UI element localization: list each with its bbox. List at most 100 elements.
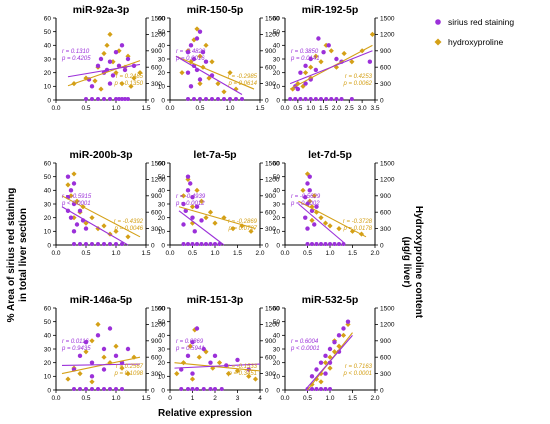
hydroxyproline-point — [101, 50, 107, 57]
sirius-point — [336, 333, 342, 338]
right-tick-label: 0 — [380, 242, 384, 249]
sirius-r-value: r = -0.4939 — [176, 194, 206, 200]
hydroxyproline-point — [215, 81, 221, 87]
legend: sirius red staining hydroxyproline — [434, 17, 514, 47]
left-tick-label: 40 — [158, 43, 166, 50]
left-tick-label: 10 — [44, 84, 52, 91]
sirius-point — [125, 56, 131, 62]
sirius-point — [72, 387, 76, 391]
right-tick-label: 0 — [265, 97, 269, 104]
hydroxyproline-point — [252, 376, 259, 382]
sirius-point — [186, 387, 190, 391]
left-tick-label: 50 — [44, 319, 52, 326]
sirius-point — [316, 36, 321, 41]
right-tick-label: 0 — [151, 242, 155, 249]
sirius-point — [108, 242, 112, 246]
hydroxyproline-point — [225, 371, 232, 377]
x-tick-label: 0.5 — [293, 105, 302, 112]
hydroxyproline-point — [187, 343, 193, 349]
hydroxyproline-point — [308, 64, 314, 70]
hydroxyproline-point — [203, 42, 209, 48]
sirius-point — [83, 339, 89, 345]
sirius-point — [110, 73, 116, 78]
legend-marker-hydro — [434, 38, 442, 46]
sirius-point — [318, 360, 324, 365]
sirius-point — [219, 387, 224, 391]
scatter-panel: let-7d-5p0102030405060030060090012001500… — [273, 149, 395, 257]
hydro-p-value: p = 0.0046 — [113, 226, 143, 232]
left-tick-label: 50 — [273, 29, 281, 36]
sirius-point — [107, 326, 113, 331]
sirius-point — [204, 242, 208, 246]
x-tick-label: 1.0 — [210, 250, 219, 257]
sirius-point — [113, 353, 119, 359]
hydroxyproline-fit-line — [67, 60, 141, 87]
right-tick-label: 0 — [151, 387, 155, 394]
x-tick-label: 1.5 — [141, 105, 150, 112]
hydroxyproline-point — [89, 379, 95, 385]
sirius-point — [321, 49, 326, 55]
panel-title: miR-151-3p — [187, 294, 244, 306]
sirius-point — [197, 29, 203, 34]
sirius-point — [319, 387, 323, 391]
sirius-point — [194, 204, 200, 209]
hydroxyproline-fit-line — [178, 206, 256, 230]
hydroxyproline-point — [203, 215, 209, 221]
y-axis-label-left-line1: % Area of sirius red staining — [6, 188, 17, 323]
left-tick-label: 60 — [158, 160, 166, 167]
y-axis-label-right-line1: Hydroxyproline content — [413, 206, 424, 319]
hydroxyproline-point — [95, 226, 101, 232]
right-tick-label: 600 — [380, 65, 391, 72]
left-tick-label: 20 — [273, 360, 281, 367]
left-tick-label: 0 — [161, 387, 165, 394]
sirius-point — [90, 387, 94, 391]
left-tick-label: 0 — [161, 242, 165, 249]
hydro-p-value: p = 0.1098 — [113, 371, 143, 377]
hydroxyproline-point — [116, 48, 122, 54]
left-tick-label: 60 — [44, 15, 52, 22]
sirius-fit-line — [61, 363, 141, 366]
hydroxyproline-point — [197, 53, 203, 59]
sirius-point — [323, 387, 328, 391]
sirius-p-value: p = 0.0141 — [290, 56, 320, 62]
hydroxyproline-point — [309, 217, 315, 223]
hydroxyproline-point — [101, 354, 107, 360]
hydro-r-value: r = -0.1533 — [228, 364, 258, 370]
right-tick-label: 600 — [151, 65, 162, 72]
hydroxyproline-point — [189, 204, 196, 210]
scatter-panel: miR-200b-3p01020304050600300600900120015… — [44, 149, 166, 257]
sirius-point — [186, 242, 190, 246]
hydroxyproline-point — [336, 226, 342, 232]
sirius-point — [228, 97, 232, 101]
left-tick-label: 30 — [273, 201, 281, 208]
sirius-point — [194, 326, 200, 331]
left-tick-label: 0 — [276, 97, 280, 104]
hydro-r-value: r = -0.2985 — [228, 74, 258, 80]
sirius-point — [120, 242, 124, 246]
hydroxyproline-point — [119, 365, 125, 371]
sirius-point — [345, 319, 351, 324]
hydro-r-value: r = -0.4392 — [114, 219, 144, 225]
sirius-point — [192, 229, 197, 234]
left-tick-label: 10 — [158, 374, 166, 381]
x-tick-label: 0 — [168, 395, 172, 402]
sirius-point — [89, 360, 95, 365]
right-tick-label: 1500 — [265, 305, 280, 312]
sirius-point — [305, 181, 310, 186]
left-tick-label: 10 — [273, 84, 281, 91]
hydroxyproline-point — [192, 327, 198, 333]
hydroxyproline-point — [327, 365, 333, 371]
x-tick-label: 4 — [258, 395, 262, 402]
left-tick-label: 20 — [273, 215, 281, 222]
right-tick-label: 900 — [380, 338, 391, 345]
x-tick-label: 0.5 — [81, 395, 90, 402]
sirius-point — [201, 387, 206, 391]
sirius-r-value: r = 0.3850 — [291, 49, 319, 55]
x-tick-label: 0.0 — [280, 250, 289, 257]
sirius-point — [323, 353, 328, 359]
sirius-point — [307, 174, 312, 179]
sirius-point — [113, 49, 119, 55]
right-tick-label: 0 — [380, 387, 384, 394]
sirius-point — [337, 242, 341, 246]
left-tick-label: 30 — [44, 346, 52, 353]
